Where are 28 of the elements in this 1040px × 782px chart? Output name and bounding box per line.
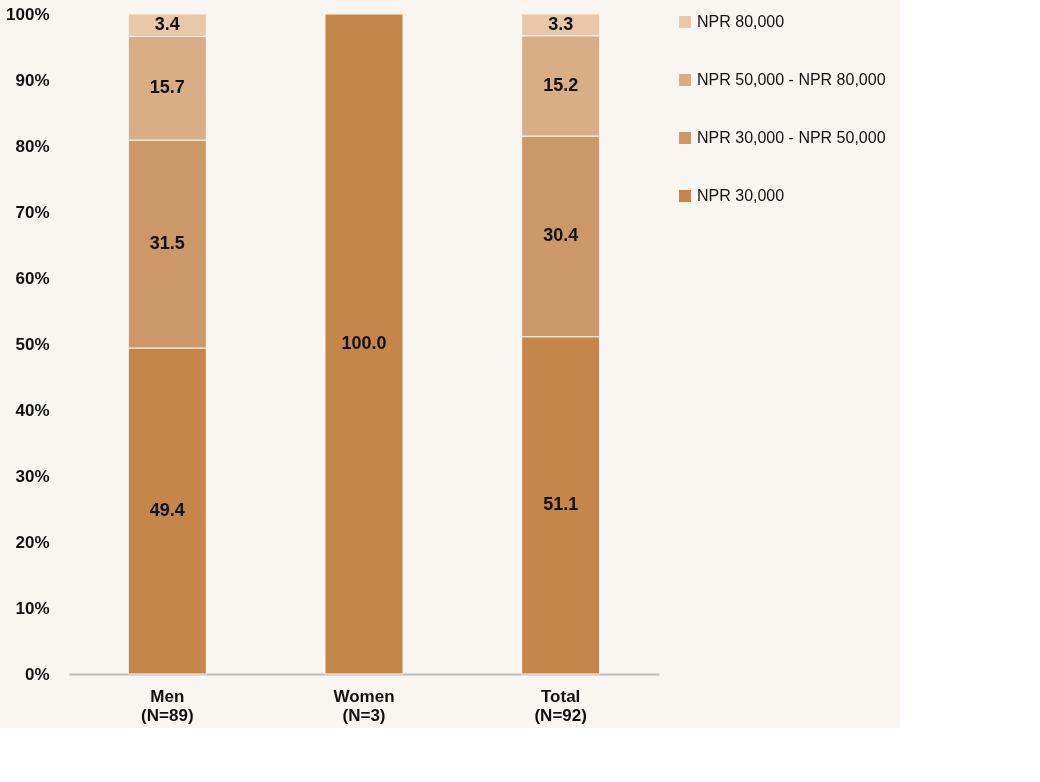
data-label: 3.4	[154, 14, 180, 35]
x-tick-label: Total (N=92)	[534, 686, 587, 725]
legend-label: NPR 30,000 - NPR 50,000	[697, 129, 886, 146]
x-tick-label: Women (N=3)	[333, 686, 395, 725]
y-tick-label: 50%	[15, 334, 50, 354]
legend-label: NPR 50,000 - NPR 80,000	[697, 71, 886, 88]
data-label: 15.7	[149, 77, 185, 98]
data-label: 49.4	[149, 499, 185, 520]
y-tick-label: 80%	[15, 136, 50, 156]
legend-label: NPR 80,000	[697, 13, 785, 30]
data-label: 51.1	[543, 494, 579, 515]
y-tick-label: 10%	[15, 598, 50, 618]
data-label: 100.0	[341, 333, 387, 353]
legend-label: NPR 30,000	[697, 187, 785, 204]
y-tick-label: 0%	[24, 664, 50, 684]
y-tick-label: 60%	[15, 268, 50, 288]
data-label: 15.2	[543, 74, 579, 95]
data-label: 3.3	[548, 13, 574, 34]
data-label: 31.5	[149, 233, 185, 254]
x-tick-label: Men (N=89)	[141, 686, 194, 725]
y-tick-label: 100%	[6, 4, 50, 24]
y-tick-label: 70%	[15, 202, 50, 222]
y-tick-label: 90%	[15, 70, 50, 90]
bar	[324, 13, 404, 675]
y-tick-label: 40%	[15, 400, 50, 420]
y-tick-label: 30%	[15, 466, 50, 486]
y-tick-label: 20%	[15, 532, 50, 552]
data-label: 30.4	[543, 225, 579, 246]
